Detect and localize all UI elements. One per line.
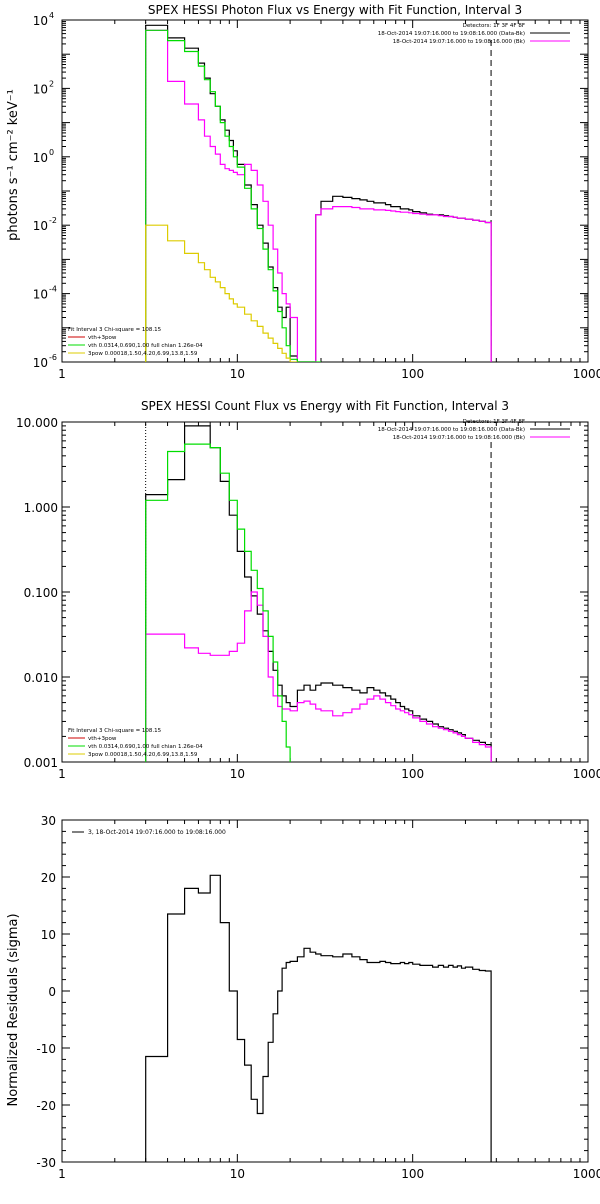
x-tick-label: 100 (401, 767, 424, 781)
legend-bottom: Fit Interval 3 Chi-square = 108.15 vth+3… (68, 728, 203, 758)
y-tick-label: -30 (36, 1156, 56, 1170)
y-tick-exponent: 0 (49, 148, 54, 157)
y-tick-label: 10 (33, 82, 48, 96)
legend-fit-info: Fit Interval 3 Chi-square = 108.15 (68, 728, 162, 734)
legend-entry: 18-Oct-2014 19:07:16.000 to 19:08:16.000… (393, 435, 525, 441)
plot-marks: 1 10 100 1000 0.001 0.010 0.100 1.000 10.000 (16, 416, 600, 781)
series-line-data-bk (145, 425, 492, 762)
y-tick-label: 0.010 (24, 671, 58, 685)
y-tick-label: 10 (33, 151, 48, 165)
photon-flux-panel: SPEX HESSI Photon Flux vs Energy with Fi… (6, 3, 600, 381)
y-tick-label: 10 (33, 14, 48, 28)
legend-fit-info: Fit Interval 3 Chi-square = 108.15 (68, 327, 162, 333)
y-tick-label: -10 (36, 1042, 56, 1056)
y-tick-label: 0 (48, 985, 56, 999)
y-tick-label: 10 (41, 928, 56, 942)
y-tick-label: 10 (33, 288, 48, 302)
count-flux-panel: SPEX HESSI Count Flux vs Energy with Fit… (16, 399, 600, 781)
legend-heading: Detectors: 1F 3F 4F 8F (463, 23, 525, 29)
legend-entry: vth+3pow (88, 736, 117, 742)
legend-entry: vth 0.0314,0.690,1.00 full chian 1.26e-0… (88, 744, 203, 750)
plot-frame (61, 19, 589, 363)
y-axis-label: Normalized Residuals (sigma) (6, 913, 21, 1106)
y-tick-label: -20 (36, 1099, 56, 1113)
y-tick-exponent: -6 (49, 353, 57, 362)
legend-bottom: Fit Interval 3 Chi-square = 108.15 vth+3… (68, 327, 203, 357)
y-axis-label: photons s⁻¹ cm⁻² keV⁻¹ (6, 89, 21, 241)
legend-entry: 18-Oct-2014 19:07:16.000 to 19:08:16.000… (393, 39, 525, 45)
y-tick-label: 10 (33, 219, 48, 233)
x-tick-label: 10 (230, 1167, 245, 1181)
legend-entry: 18-Oct-2014 19:07:16.000 to 19:08:16.000… (378, 427, 525, 433)
legend-entry: vth+3pow (88, 335, 117, 341)
legend-entry: vth 0.0314,0.690,1.00 full chian 1.26e-0… (88, 343, 203, 349)
x-tick-label: 100 (401, 367, 424, 381)
x-tick-label: 1 (58, 767, 66, 781)
y-tick-exponent: 4 (49, 11, 54, 20)
series-line-vth-3pow (145, 29, 492, 362)
y-tick-label: 0.001 (24, 756, 58, 770)
x-tick-label: 10 (230, 767, 245, 781)
legend-entry: 3, 18-Oct-2014 19:07:16.000 to 19:08:16.… (88, 829, 226, 836)
residuals-panel: Normalized Residuals (sigma) 1 10 100 1000-… (6, 814, 600, 1181)
x-tick-label: 1000 (573, 767, 600, 781)
x-tick-label: 1000 (573, 367, 600, 381)
y-tick-label: 20 (41, 871, 56, 885)
y-tick-label: 10 (33, 356, 48, 370)
legend-top: Detectors: 1F 3F 4F 8F 18-Oct-2014 19:07… (378, 419, 570, 441)
series-line-3pow (145, 224, 298, 362)
legend-top: Detectors: 1F 3F 4F 8F 18-Oct-2014 19:07… (378, 23, 570, 45)
x-tick-label: 1 (58, 1167, 66, 1181)
legend-heading: Detectors: 1F 3F 4F 8F (463, 419, 525, 425)
x-tick-label: 100 (401, 1167, 424, 1181)
y-tick-label: 1.000 (24, 501, 58, 515)
legend-top: 3, 18-Oct-2014 19:07:16.000 to 19:08:16.… (72, 829, 226, 836)
chart-title: SPEX HESSI Count Flux vs Energy with Fit… (141, 399, 509, 413)
x-tick-label: 1000 (573, 1167, 600, 1181)
series-line-3-18-oct-2014-19-07-16-000-to-19-08-16-000 (145, 874, 492, 1162)
y-tick-exponent: 2 (49, 79, 54, 88)
y-tick-exponent: -4 (49, 285, 57, 294)
y-tick-label: 0.100 (24, 586, 58, 600)
chart-title: SPEX HESSI Photon Flux vs Energy with Fi… (148, 3, 522, 17)
plot-marks: 1 10 100 1000 -30 -20 -10 0 10 20 30 (36, 814, 600, 1181)
legend-entry: 3pow 0.00018,1.50,4.20,6.99,13.8,1.59 (88, 752, 198, 758)
series-line-data-bk (145, 24, 492, 362)
series-line-vth-3pow (145, 591, 492, 762)
legend-entry: 3pow 0.00018,1.50,4.20,6.99,13.8,1.59 (88, 351, 198, 357)
legend-entry: 18-Oct-2014 19:07:16.000 to 19:08:16.000… (378, 31, 525, 37)
series-line-vth (145, 29, 321, 362)
y-tick-label: 30 (41, 814, 56, 828)
x-tick-label: 10 (230, 367, 245, 381)
y-tick-label: 10.000 (16, 416, 58, 430)
series-line-vth (145, 443, 291, 762)
y-tick-exponent: -2 (49, 216, 57, 225)
plot-frame (61, 819, 589, 1163)
x-tick-label: 1 (58, 367, 66, 381)
